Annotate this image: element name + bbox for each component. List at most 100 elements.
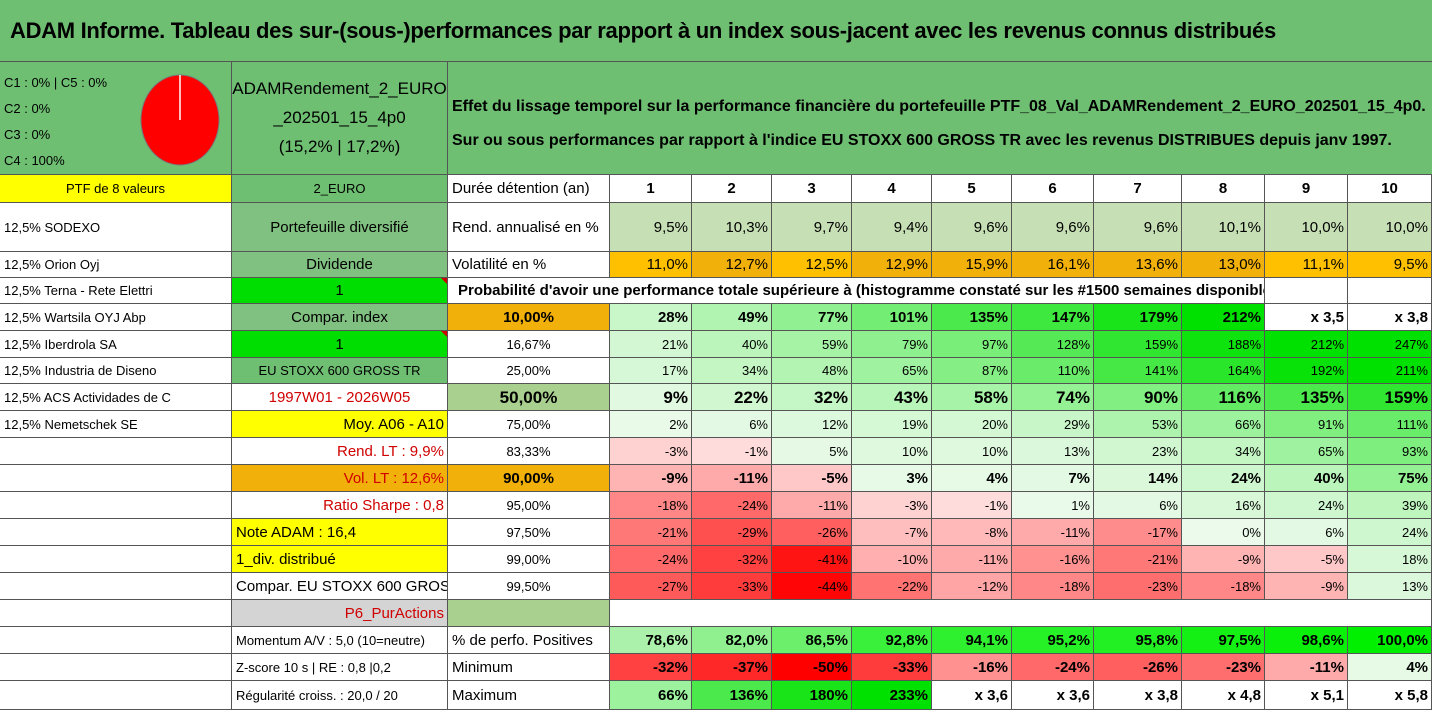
legend-line: C2 : 0%	[4, 101, 51, 116]
legend-line: C1 : 0% | C5 : 0%	[4, 75, 108, 90]
rend-value: 9,6%	[1012, 203, 1094, 252]
empty-cell	[0, 546, 232, 573]
compar-index-value-cell: 1	[232, 331, 448, 358]
min-value: -16%	[932, 654, 1012, 681]
probability-value: x 3,5	[1265, 304, 1348, 331]
rend-label: Rend. annualisé en %	[448, 203, 610, 252]
probability-value: -11%	[1012, 519, 1094, 546]
ptf-label: PTF de 8 valeurs	[0, 175, 232, 203]
probability-value: 18%	[1348, 546, 1432, 573]
description-line: Sur ou sous performances par rapport à l…	[452, 132, 1392, 149]
comment-marker-icon	[441, 331, 447, 337]
rend-value: 10,1%	[1182, 203, 1265, 252]
pos-value: 78,6%	[610, 627, 692, 654]
probability-value: 6%	[692, 411, 772, 438]
probability-value: -10%	[852, 546, 932, 573]
probability-value: 93%	[1348, 438, 1432, 465]
probability-value: -16%	[1012, 546, 1094, 573]
legend-line: C4 : 100%	[4, 153, 65, 168]
probability-value: 87%	[932, 358, 1012, 384]
probability-value: 159%	[1094, 331, 1182, 358]
vol-value: 12,5%	[772, 252, 852, 278]
max-label: Maximum	[448, 681, 610, 710]
probability-threshold: 50,00%	[448, 384, 610, 411]
pos-value: 98,6%	[1265, 627, 1348, 654]
max-value: x 3,8	[1094, 681, 1182, 710]
description-cell: Effet du lissage temporel sur la perform…	[448, 62, 1432, 175]
vol-label: Volatilité en %	[448, 252, 610, 278]
portfolio-name-suffix: _202501_15_4p0	[273, 108, 406, 127]
probability-value: 65%	[852, 358, 932, 384]
max-value: x 4,8	[1182, 681, 1265, 710]
probability-value: 97%	[932, 331, 1012, 358]
portfolio-type-cell: Portefeuille diversifié	[232, 203, 448, 252]
probability-value: 128%	[1012, 331, 1094, 358]
comment-marker-icon	[441, 278, 447, 284]
empty-cell	[1265, 278, 1348, 304]
vol-value: 11,1%	[1265, 252, 1348, 278]
max-value: x 3,6	[1012, 681, 1094, 710]
min-value: -23%	[1182, 654, 1265, 681]
portfolio-name: ADAMRendement_2_EURO	[232, 79, 447, 98]
vol-value: 13,0%	[1182, 252, 1265, 278]
moy-cell: Moy. A06 - A10	[232, 411, 448, 438]
probability-value: 14%	[1094, 465, 1182, 492]
holding-cell: 12,5% Iberdrola SA	[0, 331, 232, 358]
probability-value: -27%	[610, 573, 692, 600]
empty-cell	[0, 573, 232, 600]
max-value: 66%	[610, 681, 692, 710]
vol-value: 15,9%	[932, 252, 1012, 278]
probability-value: -5%	[1265, 546, 1348, 573]
probability-value: 10%	[852, 438, 932, 465]
probability-value: 20%	[932, 411, 1012, 438]
probability-value: 116%	[1182, 384, 1265, 411]
rend-value: 9,6%	[932, 203, 1012, 252]
probability-value: 159%	[1348, 384, 1432, 411]
min-value: 4%	[1348, 654, 1432, 681]
empty-cell	[0, 438, 232, 465]
pos-value: 95,8%	[1094, 627, 1182, 654]
year-header: 5	[932, 175, 1012, 203]
probability-value: 212%	[1182, 304, 1265, 331]
probability-value: 48%	[772, 358, 852, 384]
probability-value: -3%	[610, 438, 692, 465]
probability-value: -5%	[772, 465, 852, 492]
max-value: 136%	[692, 681, 772, 710]
probability-value: 65%	[1265, 438, 1348, 465]
dividend-label-cell: Dividende	[232, 252, 448, 278]
probability-title: Probabilité d'avoir une performance tota…	[448, 278, 1265, 304]
regularite-cell: Régularité croiss. : 20,0 / 20	[232, 681, 448, 710]
probability-value: -1%	[692, 438, 772, 465]
max-value: x 5,1	[1265, 681, 1348, 710]
year-header: 9	[1265, 175, 1348, 203]
description-line: Effet du lissage temporel sur la perform…	[452, 98, 1426, 115]
probability-threshold: 16,67%	[448, 331, 610, 358]
pos-value: 94,1%	[932, 627, 1012, 654]
probability-value: 13%	[1348, 573, 1432, 600]
min-value: -50%	[772, 654, 852, 681]
probability-value: 9%	[610, 384, 692, 411]
zscore-cell: Z-score 10 s | RE : 0,8 |0,2	[232, 654, 448, 681]
max-value: 180%	[772, 681, 852, 710]
probability-value: 49%	[692, 304, 772, 331]
probability-value: 23%	[1094, 438, 1182, 465]
year-header: 10	[1348, 175, 1432, 203]
probability-value: 164%	[1182, 358, 1265, 384]
min-value: -37%	[692, 654, 772, 681]
min-value: -11%	[1265, 654, 1348, 681]
probability-value: 4%	[932, 465, 1012, 492]
probability-value: x 3,8	[1348, 304, 1432, 331]
probability-value: -9%	[1182, 546, 1265, 573]
holding-cell: 12,5% Industria de Diseno	[0, 358, 232, 384]
probability-value: 188%	[1182, 331, 1265, 358]
probability-value: 6%	[1265, 519, 1348, 546]
pos-value: 95,2%	[1012, 627, 1094, 654]
rend-value: 9,4%	[852, 203, 932, 252]
compar-index-label-cell: Compar. index	[232, 304, 448, 331]
probability-value: 40%	[692, 331, 772, 358]
holding-cell: 12,5% SODEXO	[0, 203, 232, 252]
probability-value: -11%	[932, 546, 1012, 573]
momentum-cell: Momentum A/V : 5,0 (10=neutre)	[232, 627, 448, 654]
probability-value: 147%	[1012, 304, 1094, 331]
